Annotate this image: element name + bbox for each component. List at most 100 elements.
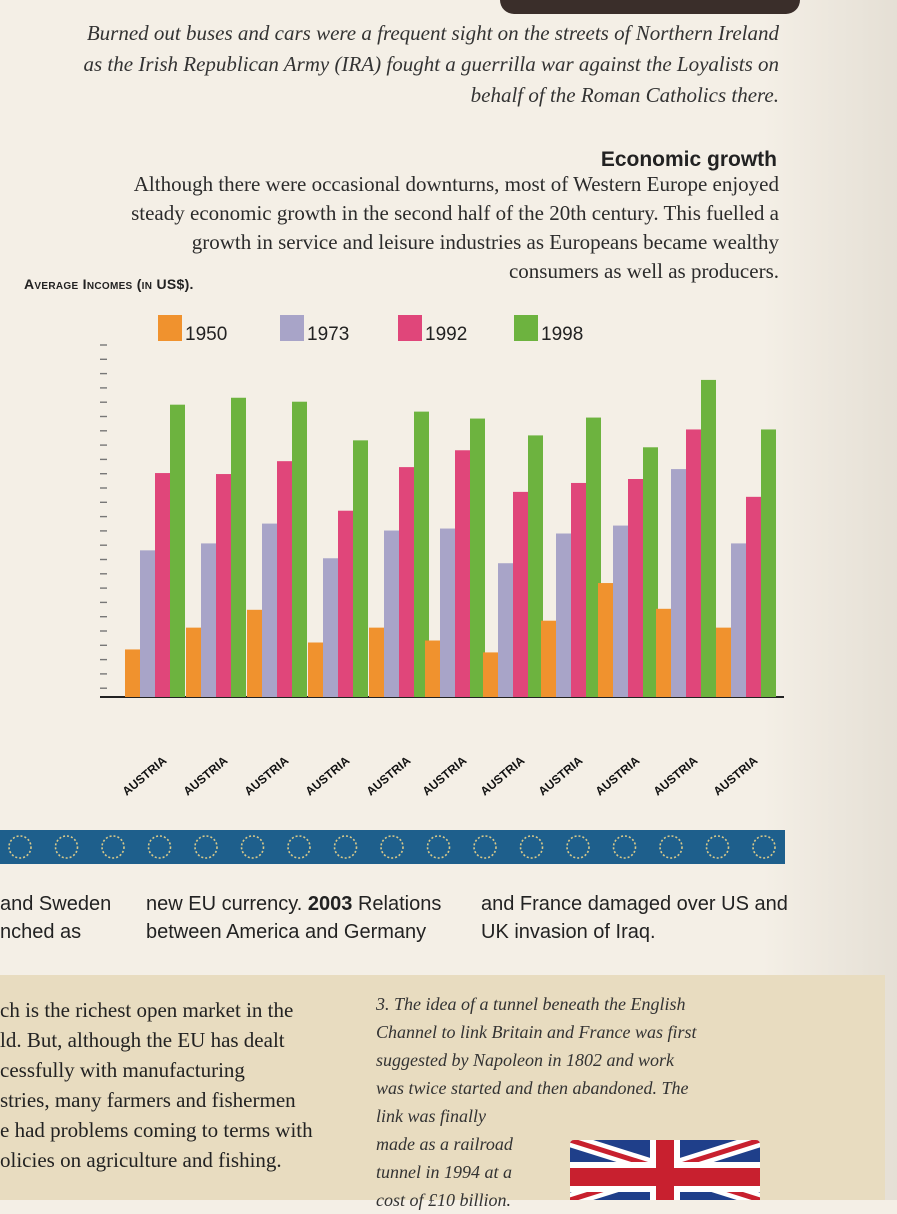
- band-dot: [147, 835, 172, 859]
- union-flag-icon: [570, 1140, 760, 1200]
- bar: [571, 482, 586, 697]
- band-dot: [659, 835, 683, 859]
- bar: [513, 491, 528, 697]
- timeline-col-1: and Sweden nched as: [0, 890, 111, 946]
- bar: [686, 429, 701, 697]
- caption-line: as the Irish Republican Army (IRA) fough…: [83, 52, 780, 76]
- caption-line: behalf of the Roman Catholics there.: [470, 83, 779, 107]
- timeline-col-3: and France damaged over US and UK invasi…: [481, 890, 788, 946]
- band-dot: [566, 835, 590, 859]
- bar: [353, 440, 368, 697]
- section-title: Economic growth: [600, 148, 777, 171]
- bar: [470, 418, 485, 697]
- photo-caption: Burned out buses and cars were a frequen…: [9, 18, 780, 111]
- fact-line: made as a railroad: [376, 1134, 513, 1154]
- category-label: AUSTRIA: [119, 753, 169, 798]
- band-dot: [240, 835, 265, 859]
- timeline-line: UK invasion of Iraq.: [481, 921, 656, 943]
- band-dot: [612, 835, 637, 859]
- category-label: AUSTRIA: [180, 753, 230, 798]
- bar: [643, 447, 658, 697]
- bar: [656, 608, 671, 697]
- bar: [761, 429, 776, 697]
- timeline-line: new EU currency. 2003 Relations: [146, 890, 441, 918]
- bar: [414, 411, 429, 697]
- timeline-col-2: new EU currency. 2003 Relations between …: [146, 890, 441, 946]
- bar: [671, 469, 686, 697]
- band-dot: [54, 835, 79, 859]
- timeline-line: and France damaged over US and: [481, 893, 788, 915]
- box-line: olicies on agriculture and fishing.: [0, 1148, 282, 1172]
- bar: [292, 401, 307, 697]
- box-line: stries, many farmers and fishermen: [0, 1088, 296, 1112]
- timeline-text: new EU currency.: [146, 893, 308, 915]
- fact-line: link was finally: [376, 1106, 486, 1126]
- bar: [541, 620, 556, 697]
- bar: [399, 467, 414, 697]
- body-line: growth in service and leisure industries…: [191, 230, 779, 254]
- bar: [556, 533, 571, 697]
- photo-edge: [500, 0, 800, 14]
- legend-label: 1950: [185, 324, 227, 345]
- body-line: Although there were occasional downturns…: [133, 172, 779, 196]
- bar: [425, 640, 440, 697]
- band-dot: [426, 835, 451, 859]
- legend-label: 1992: [425, 324, 467, 345]
- bar: [483, 652, 498, 697]
- legend-swatch: [398, 315, 422, 341]
- category-label: AUSTRIA: [419, 753, 469, 798]
- timeline-text: Relations: [352, 893, 442, 915]
- box-left-text: ch is the richest open market in the ld.…: [0, 995, 345, 1175]
- bar: [140, 550, 155, 697]
- bar: [125, 649, 140, 697]
- body-line: steady economic growth in the second hal…: [131, 201, 779, 225]
- fact-line: tunnel in 1994 at a: [376, 1162, 512, 1182]
- box-line: e had problems coming to terms with: [0, 1118, 313, 1142]
- box-line: ld. But, although the EU has dealt: [0, 1028, 285, 1052]
- category-label: AUSTRIA: [363, 753, 413, 798]
- band-dot: [380, 835, 404, 859]
- fact-line: Channel to link Britain and France was f…: [376, 1022, 697, 1042]
- bar: [216, 474, 231, 697]
- timeline-line: between America and Germany: [146, 921, 427, 943]
- bar: [716, 627, 731, 697]
- bar: [338, 510, 353, 697]
- bar: [323, 558, 338, 697]
- bar: [277, 461, 292, 697]
- legend-swatch: [514, 315, 538, 341]
- bar: [155, 473, 170, 697]
- bar: [308, 642, 323, 697]
- body-line: consumers as well as producers.: [508, 259, 779, 283]
- bar: [731, 543, 746, 697]
- bar: [746, 496, 761, 697]
- bar: [247, 609, 262, 697]
- bar: [628, 479, 643, 697]
- timeline-line: nched as: [0, 921, 82, 943]
- bar: [701, 379, 716, 697]
- bar: [384, 530, 399, 697]
- bar: [498, 563, 513, 697]
- category-label: AUSTRIA: [592, 753, 642, 798]
- bar: [455, 450, 470, 697]
- timeline-line: and Sweden: [0, 893, 112, 915]
- category-label: AUSTRIA: [650, 753, 700, 798]
- timeline-year: 2003: [307, 893, 353, 915]
- category-label: AUSTRIA: [535, 753, 585, 798]
- legend-swatch: [158, 315, 182, 341]
- bar: [262, 523, 277, 697]
- fact-line: was twice started and then abandoned. Th…: [376, 1078, 689, 1098]
- bar: [170, 404, 185, 697]
- legend-swatch: [280, 315, 304, 341]
- bar: [231, 397, 246, 697]
- bar: [440, 528, 455, 697]
- bar: [201, 543, 216, 697]
- section-body: Although there were occasional downturns…: [39, 170, 779, 286]
- band-dot: [519, 835, 544, 859]
- band-dot: [473, 835, 497, 859]
- fact-line: suggested by Napoleon in 1802 and work: [376, 1050, 674, 1070]
- band-dot: [101, 835, 125, 859]
- category-label: AUSTRIA: [241, 753, 291, 798]
- bar: [613, 525, 628, 697]
- band-dot: [194, 835, 218, 859]
- band-dot: [8, 835, 32, 859]
